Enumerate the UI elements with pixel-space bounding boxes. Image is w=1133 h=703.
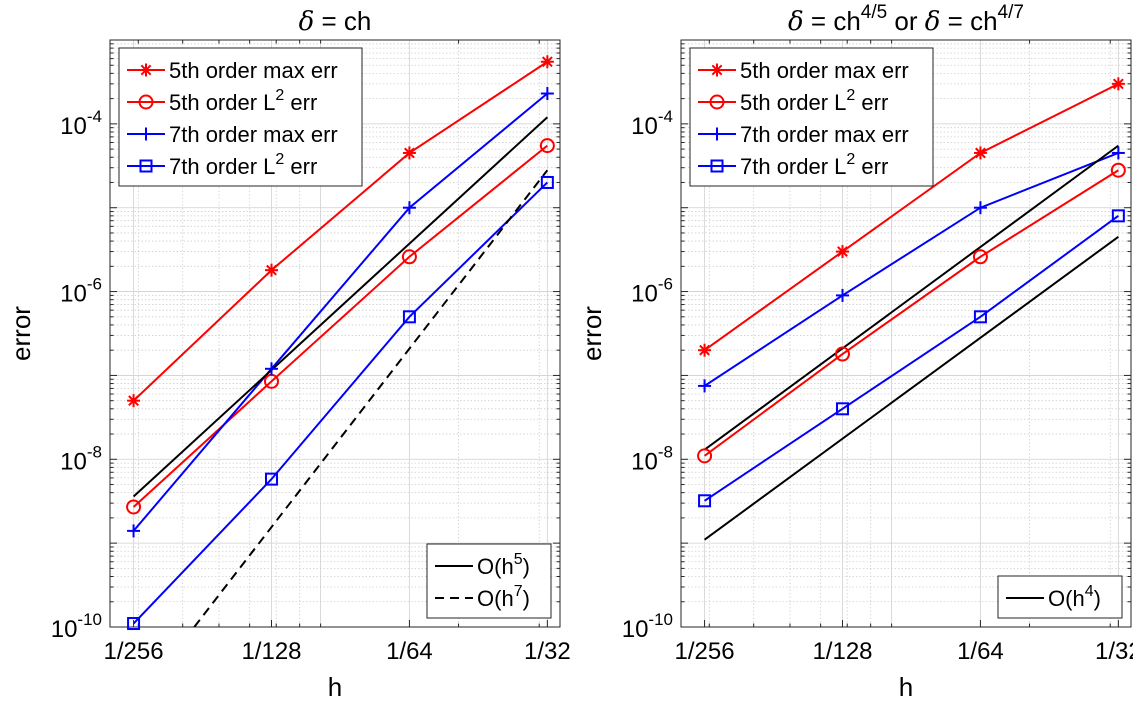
x-tick-label: 1/32 (524, 638, 571, 665)
x-axis-label: h (899, 672, 913, 702)
x-tick-label: 1/256 (104, 638, 164, 665)
legend-entry-label: 5th order L2 err (740, 87, 888, 115)
y-axis-label: error (577, 306, 607, 361)
series-line-5 (193, 169, 549, 627)
series-1-point (401, 249, 417, 265)
series-3-point (402, 310, 416, 324)
series-0-point (835, 245, 849, 259)
x-tick-label: 1/64 (386, 638, 433, 665)
legend-entry-label: O(h5) (477, 551, 530, 579)
series-line-5 (703, 235, 1119, 541)
series-1-point (697, 448, 713, 464)
series-1-point (126, 499, 142, 515)
series-2-point (127, 524, 141, 538)
series-line-3 (704, 215, 1119, 502)
series-3-point (264, 472, 278, 486)
series-line-2 (704, 152, 1119, 387)
y-tick-label: 10-6 (631, 275, 673, 308)
series-0-point (1111, 77, 1125, 91)
legend-entry-label: 5th order L2 err (169, 87, 317, 115)
y-tick-label: 10-4 (60, 107, 102, 140)
legend-top-left: 5th order max err 5th order L2 err 7th ord… (118, 47, 363, 187)
x-tick-label: 1/64 (957, 638, 1004, 665)
axes-frame (109, 39, 561, 628)
y-tick-label: 10-4 (631, 107, 673, 140)
series-1-point (1110, 162, 1126, 178)
series-line-3 (132, 181, 549, 625)
legend-entry-label: O(h7) (477, 583, 530, 611)
chart-title: δ = ch (299, 6, 372, 37)
y-tick-label: 10-6 (60, 275, 102, 308)
series-line-4 (703, 144, 1119, 451)
chart-left: 1/256 1/128 1/64 1/32 10-10 10-8 10-6 10-4 h erro… (6, 6, 571, 702)
chart-right: 1/256 1/128 1/64 1/32 10-10 10-8 10-6 10-4 h erro… (577, 2, 1133, 702)
x-tick-label: 1/128 (812, 638, 872, 665)
series-2-point (264, 362, 278, 376)
x-axis-label: h (328, 672, 342, 702)
legend-top-left: 5th order max err 5th order L2 err 7th ord… (689, 47, 934, 187)
legend-entry-label: 5th order max err (740, 58, 909, 83)
series-2-point (835, 288, 849, 302)
x-tick-label: 1/32 (1095, 638, 1133, 665)
plot-lines (703, 82, 1119, 541)
series-line-1 (132, 144, 548, 508)
series-3-point (1111, 209, 1125, 223)
y-tick-label: 10-10 (622, 610, 673, 643)
legend-entry-label: O(h4) (1048, 583, 1101, 611)
series-0-point (264, 263, 278, 277)
series-2-point (698, 379, 712, 393)
legend-marker (139, 127, 153, 141)
legend-entry-label: 7th order L2 err (169, 151, 317, 179)
axes-frame (680, 39, 1132, 628)
series-3-point (973, 310, 987, 324)
legend-entry-label: 7th order L2 err (740, 151, 888, 179)
series-2-point (973, 201, 987, 215)
y-tick-label: 10-8 (631, 442, 673, 475)
legend-box (426, 543, 552, 619)
legend-entry-label: 7th order max err (169, 122, 338, 147)
series-line-4 (132, 116, 549, 498)
y-axis-label: error (6, 306, 36, 361)
series-0-point (402, 146, 416, 160)
x-tick-label: 1/128 (241, 638, 301, 665)
legend-marker (710, 63, 724, 77)
ticks (681, 39, 1131, 628)
y-tick-label: 10-10 (51, 610, 102, 643)
series-0-point (973, 146, 987, 160)
legend-bottom-right: O(h4) (997, 575, 1123, 619)
series-line-0 (703, 82, 1119, 352)
chart-title: δ = ch4/5 or δ = ch4/7 (788, 2, 1024, 37)
legend-entry-label: 5th order max err (169, 58, 338, 83)
legend-bottom-right: O(h5) O(h7) (426, 543, 552, 619)
series-1-point (972, 249, 988, 265)
legend-marker (709, 94, 725, 110)
series-0-point (127, 394, 141, 408)
series-line-1 (703, 169, 1119, 457)
legend-entry-label: 7th order max err (740, 122, 909, 147)
series-0-point (698, 343, 712, 357)
series-3-point (127, 617, 141, 631)
series-2-point (402, 201, 416, 215)
series-2-point (540, 87, 554, 101)
series-3-point (540, 175, 554, 189)
series-line-2 (132, 92, 548, 532)
legend-marker (138, 94, 154, 110)
legend-marker (710, 159, 724, 173)
legend-marker (710, 127, 724, 141)
series-0-point (540, 55, 554, 69)
legend-box (997, 575, 1123, 619)
ticks (110, 39, 560, 628)
series-3-point (835, 402, 849, 416)
series-1-point (834, 346, 850, 362)
legend-marker (139, 159, 153, 173)
series-1-point (539, 138, 555, 154)
plot-lines (132, 60, 549, 627)
x-tick-label: 1/256 (675, 638, 735, 665)
series-3-point (698, 494, 712, 508)
series-2-point (1111, 146, 1125, 160)
legend-marker (139, 63, 153, 77)
y-tick-label: 10-8 (60, 442, 102, 475)
series-line-0 (132, 60, 548, 402)
